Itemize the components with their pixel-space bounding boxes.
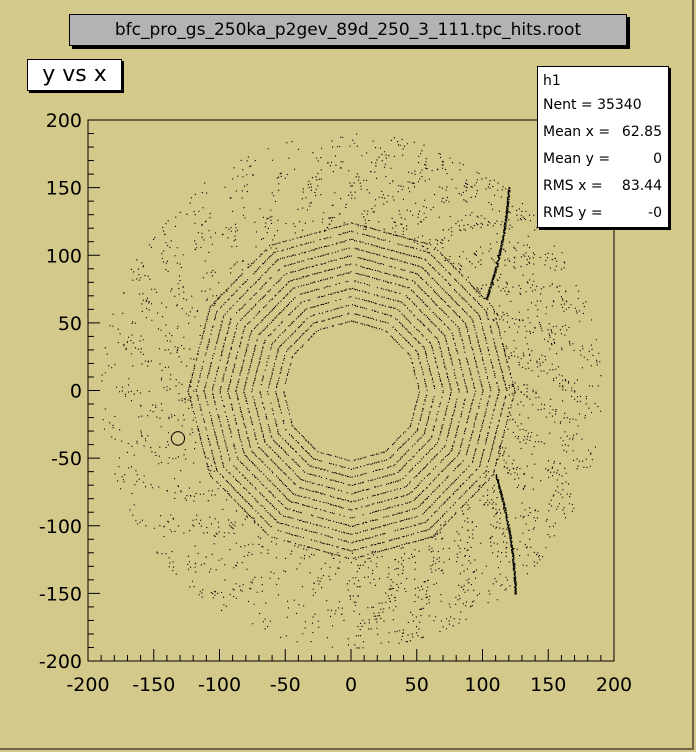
stats-entries-label: Nent = 35340 [543, 97, 642, 113]
x-tick-label: 50 [405, 674, 429, 696]
hit-points [101, 133, 602, 649]
stats-rms-y-row: RMS y = -0 [543, 205, 662, 225]
y-tick-label: -100 [39, 516, 82, 538]
y-tick-label: -200 [39, 651, 82, 673]
stats-entries-row: Nent = 35340 [543, 97, 662, 117]
stats-mean-y-label: Mean y = [543, 151, 611, 167]
stats-title: h1 [543, 73, 561, 89]
data-points [101, 133, 602, 649]
stats-rms-y-label: RMS y = [543, 205, 603, 221]
stats-box[interactable]: h1 Nent = 35340 Mean x = 62.85 Mean y = … [537, 66, 669, 228]
plot-title: y vs x [27, 59, 122, 91]
file-title: bfc_pro_gs_250ka_p2gev_89d_250_3_111.tpc… [69, 14, 627, 46]
stats-mean-x-label: Mean x = [543, 124, 611, 140]
y-tick-label: 50 [58, 313, 82, 335]
x-tick-label: 0 [345, 674, 357, 696]
y-tick-label: 150 [46, 178, 82, 200]
stats-mean-y-value: 0 [653, 151, 662, 167]
y-tick-label: -50 [51, 448, 82, 470]
x-tick-label: 100 [464, 674, 500, 696]
stats-mean-x-row: Mean x = 62.85 [543, 124, 662, 144]
y-tick-label: 0 [70, 381, 82, 403]
x-tick-label: 150 [530, 674, 566, 696]
stats-mean-x-value: 62.85 [621, 124, 662, 140]
stats-rms-x-row: RMS x = 83.44 [543, 178, 662, 198]
x-tick-label: -200 [66, 674, 109, 696]
y-tick-label: 200 [46, 110, 82, 132]
y-tick-label: -150 [39, 583, 82, 605]
x-tick-label: -100 [198, 674, 241, 696]
x-tick-label: -50 [270, 674, 301, 696]
stats-mean-y-row: Mean y = 0 [543, 151, 662, 171]
y-tick-label: 100 [46, 245, 82, 267]
stats-rms-x-label: RMS x = [543, 178, 603, 194]
stats-rms-x-value: 83.44 [621, 178, 662, 194]
x-tick-label: 200 [596, 674, 632, 696]
x-tick-label: -150 [132, 674, 175, 696]
stats-rms-y-value: -0 [648, 205, 662, 221]
axes: -200 -150 -100 -50 0 50 100 150 200 -200 -150 -100 -… [39, 110, 632, 696]
